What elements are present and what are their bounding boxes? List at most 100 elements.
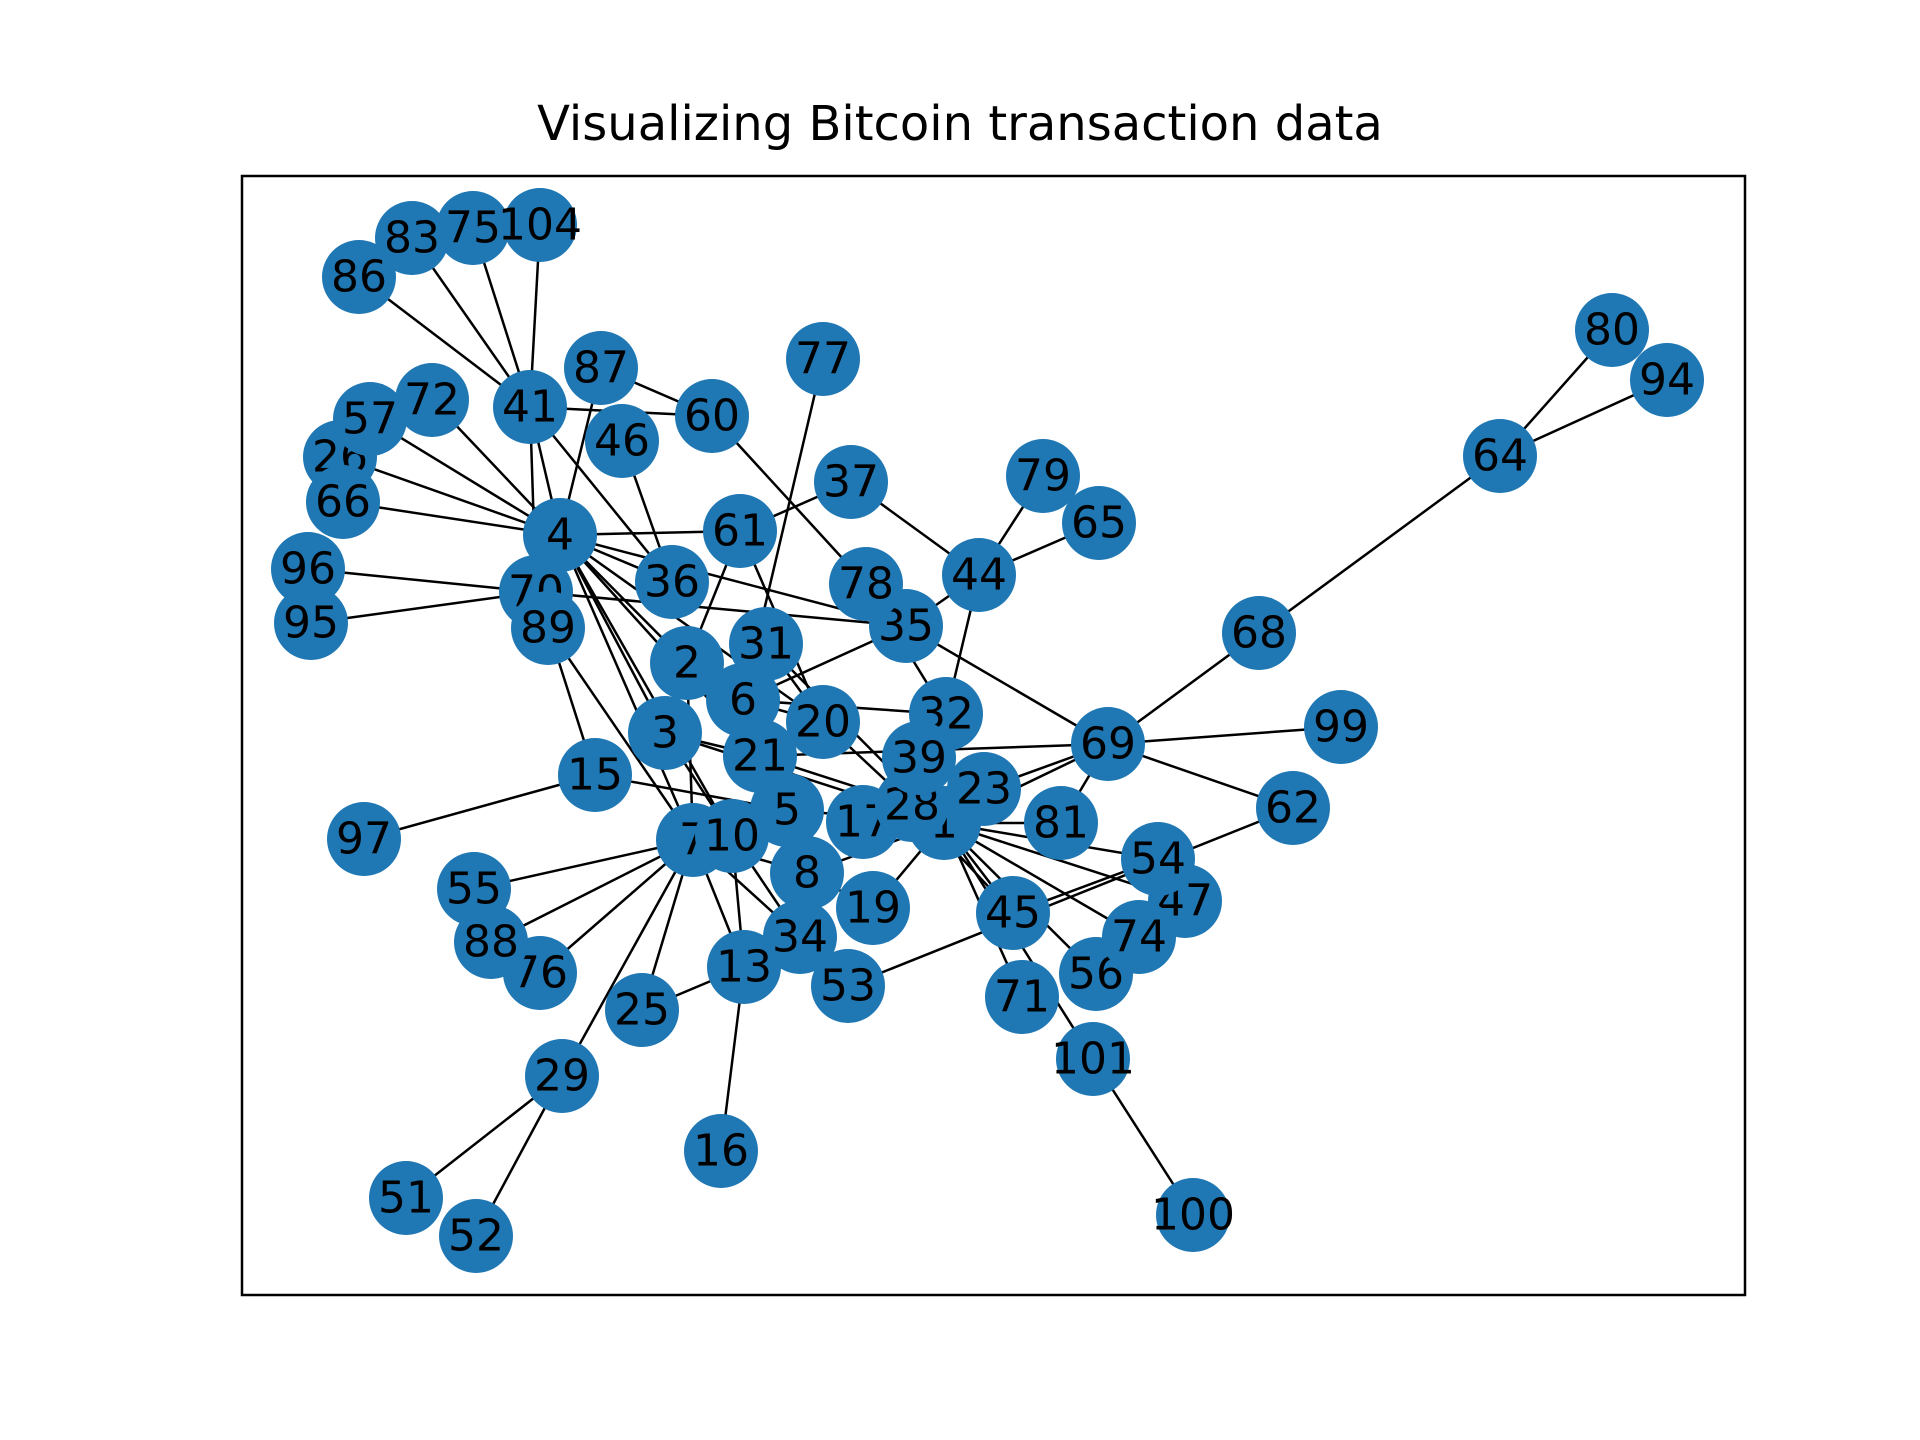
- node-circle-54: [1121, 822, 1195, 896]
- node-57: 57: [333, 382, 407, 456]
- edge-7-88: [490, 838, 694, 944]
- node-8: 8: [770, 836, 844, 910]
- edge-70-35: [535, 590, 907, 628]
- edge-70-95: [310, 590, 537, 625]
- node-2: 2: [650, 626, 724, 700]
- node-34: 34: [763, 900, 837, 974]
- node-circle-61: [703, 494, 777, 568]
- node-circle-8: [770, 836, 844, 910]
- edge-4-57: [369, 417, 561, 537]
- node-circle-79: [1006, 439, 1080, 513]
- node-label-45: 45: [985, 888, 1041, 939]
- node-circle-46: [585, 404, 659, 478]
- node-circle-80: [1575, 293, 1649, 367]
- node-60: 60: [675, 379, 749, 453]
- node-circle-4: [523, 498, 597, 572]
- node-label-81: 81: [1033, 798, 1089, 849]
- node-37: 37: [814, 445, 888, 519]
- edge-89-7: [546, 627, 695, 841]
- node-circle-68: [1222, 596, 1296, 670]
- edge-7-55: [473, 838, 694, 891]
- node-label-4: 4: [546, 510, 574, 561]
- node-label-25: 25: [614, 985, 670, 1036]
- node-circle-66: [306, 465, 380, 539]
- node-circle-62: [1256, 771, 1330, 845]
- node-circle-41: [493, 370, 567, 444]
- node-label-36: 36: [644, 557, 700, 608]
- node-101: 101: [1051, 1022, 1135, 1096]
- node-circle-83: [375, 201, 449, 275]
- node-label-88: 88: [463, 917, 519, 968]
- node-circle-13: [707, 930, 781, 1004]
- node-52: 52: [439, 1199, 513, 1273]
- node-circle-23: [947, 752, 1021, 826]
- node-96: 96: [271, 532, 345, 606]
- node-label-68: 68: [1231, 608, 1287, 659]
- edge-35-69: [905, 624, 1109, 746]
- node-circle-29: [525, 1039, 599, 1113]
- node-16: 16: [684, 1114, 758, 1188]
- node-label-31: 31: [738, 619, 794, 670]
- node-label-51: 51: [378, 1173, 434, 1224]
- node-label-3: 3: [651, 708, 679, 759]
- node-layer: 1234567810131516171920212325262829313234…: [271, 188, 1704, 1273]
- node-89: 89: [511, 591, 585, 665]
- node-circle-15: [558, 738, 632, 812]
- node-95: 95: [274, 586, 348, 660]
- edge-4-10: [558, 534, 734, 837]
- node-circle-101: [1056, 1022, 1130, 1096]
- node-circle-65: [1062, 486, 1136, 560]
- edge-15-97: [363, 773, 596, 841]
- edge-41-36: [529, 406, 673, 583]
- node-circle-51: [369, 1161, 443, 1235]
- node-circle-44: [942, 538, 1016, 612]
- node-label-77: 77: [795, 334, 851, 385]
- node-20: 20: [786, 685, 860, 759]
- node-label-62: 62: [1265, 783, 1321, 834]
- node-label-61: 61: [712, 506, 768, 557]
- node-circle-78: [829, 547, 903, 621]
- edge-68-64: [1258, 454, 1501, 635]
- node-80: 80: [1575, 293, 1649, 367]
- node-circle-31: [729, 607, 803, 681]
- node-label-94: 94: [1639, 355, 1695, 406]
- node-circle-74: [1102, 900, 1176, 974]
- node-label-16: 16: [693, 1126, 749, 1177]
- node-label-79: 79: [1015, 451, 1071, 502]
- node-label-100: 100: [1151, 1190, 1235, 1241]
- node-circle-94: [1630, 343, 1704, 417]
- node-circle-104: [503, 188, 577, 262]
- node-circle-2: [650, 626, 724, 700]
- node-label-101: 101: [1051, 1034, 1135, 1085]
- node-66: 66: [306, 465, 380, 539]
- node-circle-19: [836, 871, 910, 945]
- node-circle-25: [605, 973, 679, 1047]
- node-label-20: 20: [795, 697, 851, 748]
- node-label-69: 69: [1080, 719, 1136, 770]
- node-circle-60: [675, 379, 749, 453]
- node-circle-57: [333, 382, 407, 456]
- node-label-74: 74: [1111, 912, 1167, 963]
- node-3: 3: [628, 696, 702, 770]
- edge-70-96: [307, 567, 537, 594]
- node-label-37: 37: [823, 457, 879, 508]
- node-circle-6: [706, 663, 780, 737]
- node-65: 65: [1062, 486, 1136, 560]
- node-13: 13: [707, 930, 781, 1004]
- edge-4-26: [339, 455, 561, 537]
- node-99: 99: [1304, 690, 1378, 764]
- node-25: 25: [605, 973, 679, 1047]
- node-label-66: 66: [315, 477, 371, 528]
- node-circle-10: [695, 799, 769, 873]
- node-label-10: 10: [704, 811, 760, 862]
- node-label-34: 34: [772, 912, 828, 963]
- node-circle-21: [723, 719, 797, 793]
- node-circle-39: [882, 721, 956, 795]
- node-10: 10: [695, 799, 769, 873]
- node-36: 36: [635, 545, 709, 619]
- node-label-104: 104: [498, 200, 582, 251]
- node-label-57: 57: [342, 394, 398, 445]
- node-41: 41: [493, 370, 567, 444]
